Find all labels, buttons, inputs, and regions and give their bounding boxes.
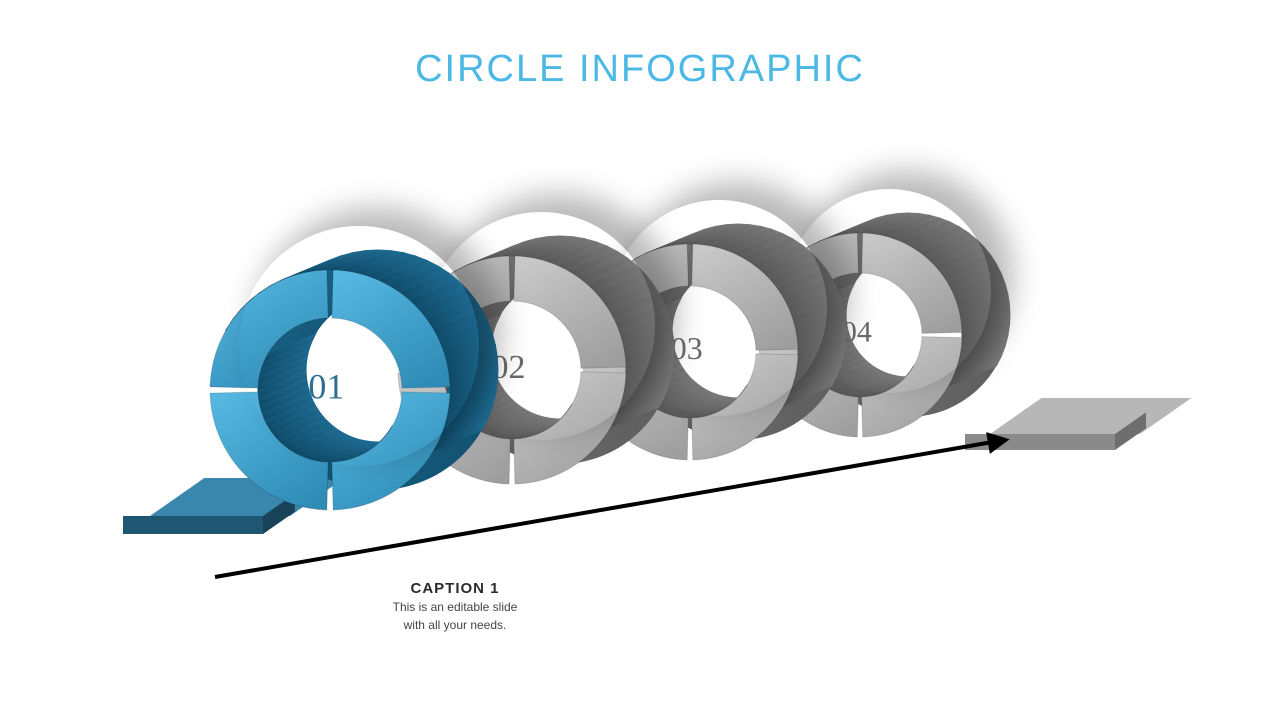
caption-sub-1: This is an editable slide [360, 599, 550, 615]
ring-01: 01 [190, 230, 518, 530]
page-title: CIRCLE INFOGRAPHIC [0, 48, 1280, 91]
caption-block: CAPTION 1 This is an editable slide with… [360, 580, 550, 633]
caption-sub-2: with all your needs. [360, 617, 550, 633]
page-title-text: CIRCLE INFOGRAPHIC [415, 48, 865, 90]
caption-title: CAPTION 1 [360, 580, 550, 597]
